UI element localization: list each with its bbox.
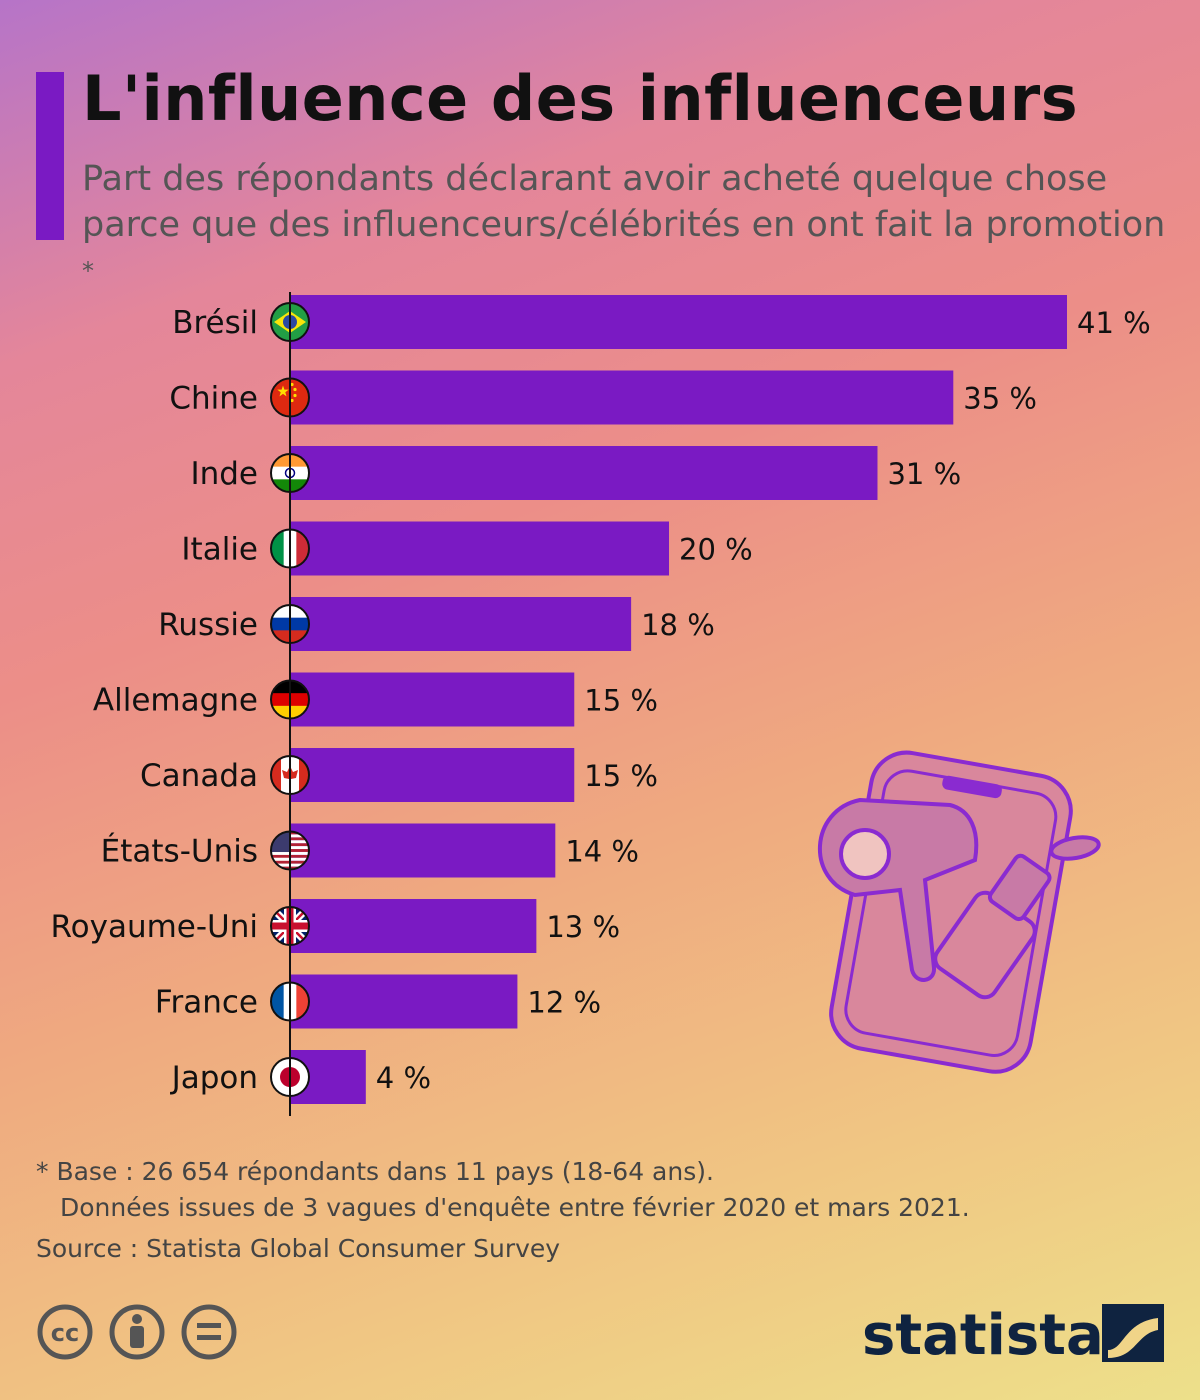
value-label: 18 % <box>641 608 715 642</box>
value-label: 12 % <box>527 986 601 1020</box>
subtitle-text: Part des répondants déclarant avoir ache… <box>82 159 1166 245</box>
value-label: 15 % <box>584 684 658 718</box>
bar-chart: Brésil 41 % Chine 35 % Inde 31 % Italie 20 % Rus… <box>50 292 1151 1116</box>
bar-8 <box>290 899 537 953</box>
category-label: Chine <box>169 381 258 417</box>
footnote: * Base : 26 654 répondants dans 11 pays … <box>36 1154 970 1226</box>
value-label: 20 % <box>679 533 753 567</box>
hair-dryer-icon <box>818 797 979 982</box>
statista-logo: statista <box>862 1303 1164 1368</box>
footnote-line-1: * Base : 26 654 répondants dans 11 pays … <box>36 1157 714 1186</box>
value-label: 35 % <box>963 382 1037 416</box>
brand-name: statista <box>862 1303 1104 1368</box>
bar-4 <box>290 597 632 651</box>
bar-9 <box>290 974 518 1029</box>
category-label: Royaume-Uni <box>50 909 258 945</box>
category-label: France <box>155 985 258 1021</box>
beauty-products-illustration <box>818 750 1101 1074</box>
category-label: Inde <box>190 456 258 492</box>
category-label: Japon <box>170 1060 258 1096</box>
bar-6 <box>290 748 575 802</box>
svg-text:cc: cc <box>51 1319 79 1347</box>
category-label: Brésil <box>172 305 258 341</box>
value-label: 13 % <box>546 910 620 944</box>
license-icons: cc <box>37 1304 237 1360</box>
footnote-line-2: Données issues de 3 vagues d'enquête ent… <box>60 1193 970 1222</box>
attribution-icon[interactable] <box>109 1304 165 1360</box>
title-accent-bar <box>36 72 64 240</box>
lipstick-icon <box>933 835 1101 1000</box>
category-label: Allemagne <box>93 683 258 719</box>
no-derivatives-icon[interactable] <box>181 1304 237 1360</box>
subtitle-footnote-marker: * <box>82 257 94 285</box>
category-label: États-Unis <box>101 834 258 870</box>
bar-7 <box>290 823 556 878</box>
value-label: 14 % <box>565 835 639 869</box>
bar-2 <box>290 446 878 500</box>
category-label: Canada <box>140 758 258 794</box>
page-title: L'influence des influenceurs <box>82 62 1079 135</box>
value-label: 41 % <box>1077 306 1151 340</box>
cc-icon[interactable]: cc <box>37 1304 93 1360</box>
value-label: 15 % <box>584 759 658 793</box>
category-label: Russie <box>158 607 258 643</box>
bar-3 <box>290 521 670 576</box>
page-subtitle: Part des répondants déclarant avoir ache… <box>82 156 1182 304</box>
source-note: Source : Statista Global Consumer Survey <box>36 1234 561 1263</box>
value-label: 4 % <box>376 1061 431 1095</box>
bar-1 <box>290 370 954 425</box>
category-label: Italie <box>181 532 258 568</box>
bar-0 <box>290 295 1067 349</box>
bar-5 <box>290 672 575 727</box>
value-label: 31 % <box>887 457 961 491</box>
statista-mark-icon <box>1102 1304 1164 1362</box>
